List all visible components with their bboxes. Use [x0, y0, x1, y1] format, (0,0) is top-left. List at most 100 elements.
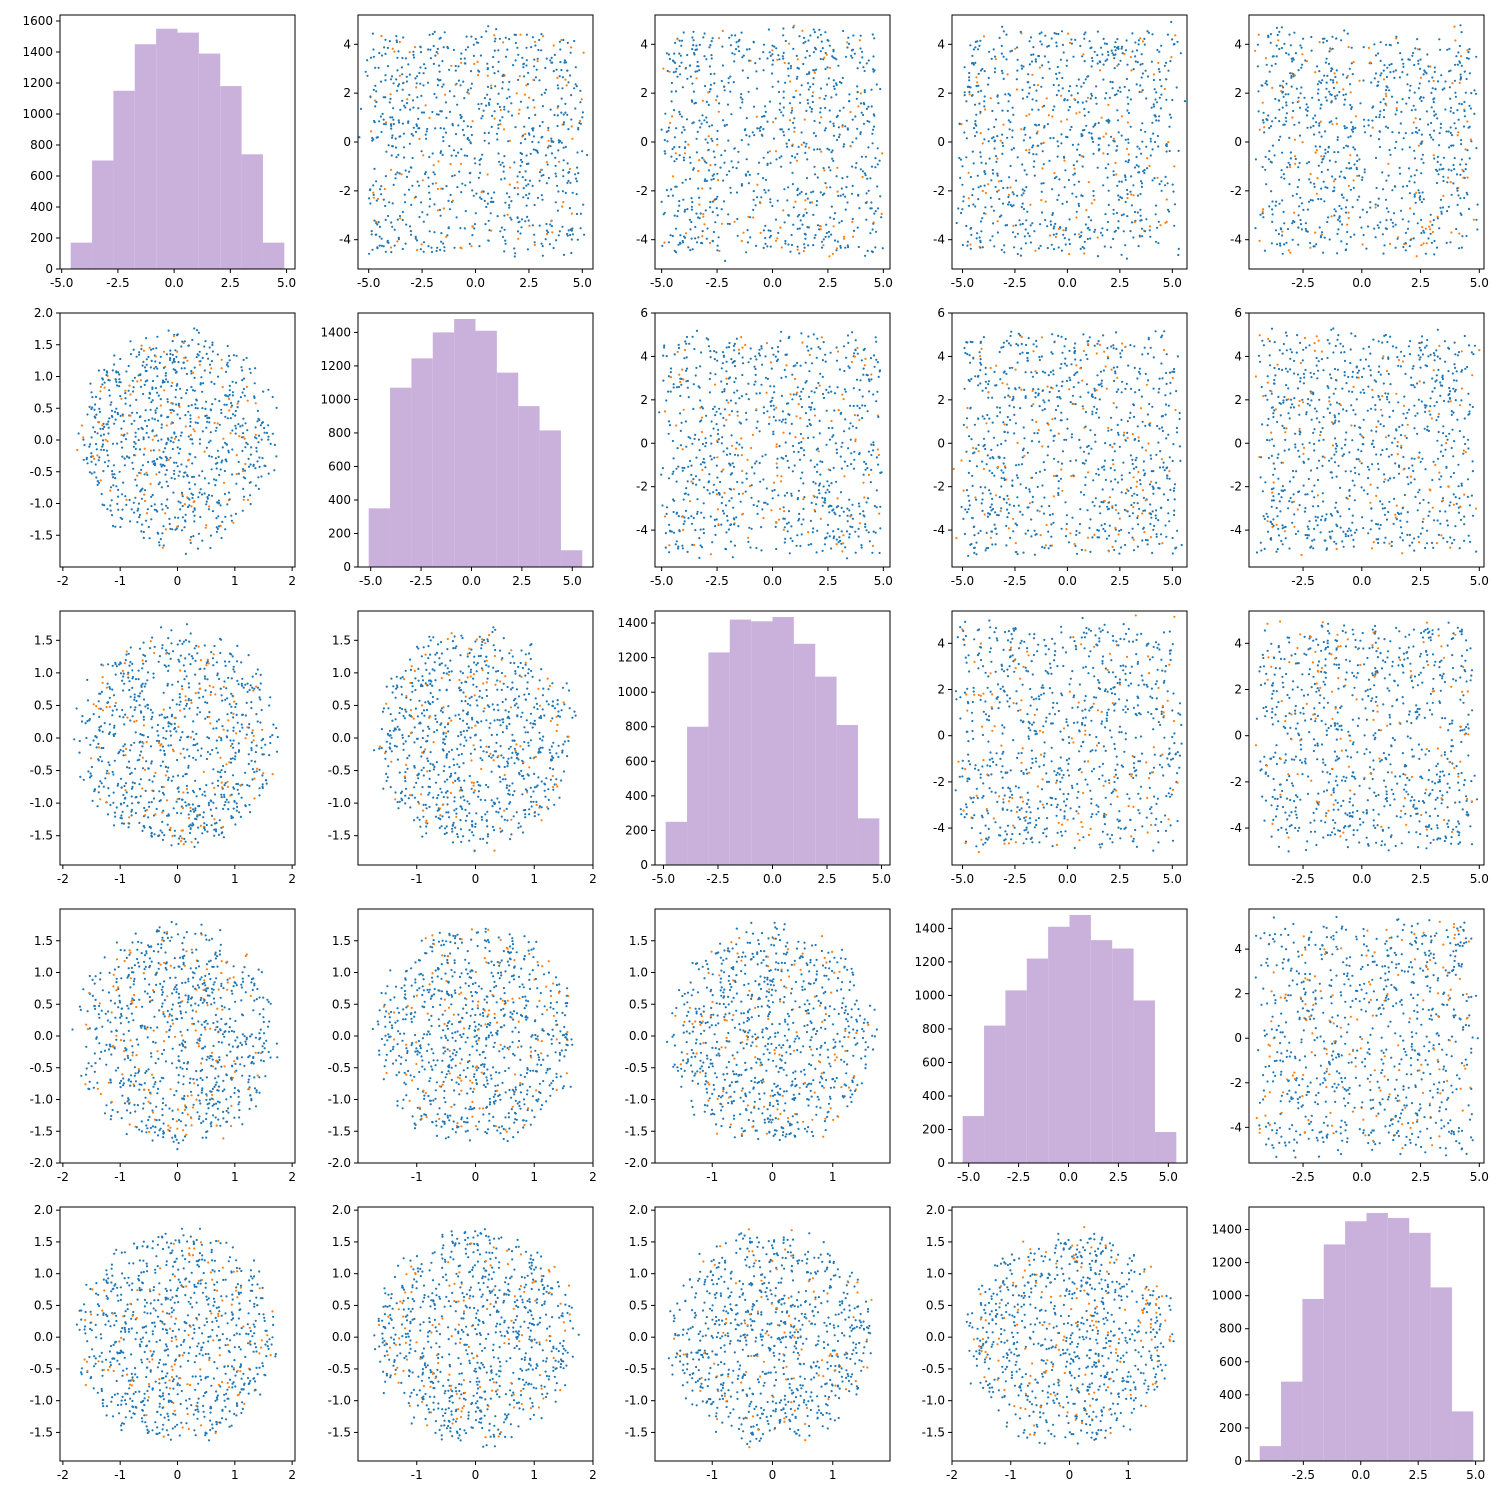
scatter-point: [1288, 163, 1291, 166]
scatter-point: [1012, 193, 1015, 196]
scatter-point: [388, 101, 391, 104]
histogram-bar: [432, 332, 455, 567]
scatter-point: [787, 214, 790, 217]
scatter-point: [1123, 174, 1127, 177]
scatter-point: [1263, 126, 1266, 129]
scatter-point: [155, 473, 158, 476]
scatter-point: [1452, 182, 1455, 185]
scatter-point: [380, 34, 383, 38]
scatter-point: [1358, 174, 1361, 177]
scatter-point: [1280, 46, 1283, 50]
scatter-point: [82, 438, 85, 441]
scatter-point: [110, 409, 114, 412]
scatter-point: [778, 58, 781, 61]
scatter-point: [980, 161, 983, 164]
scatter-point: [803, 118, 806, 121]
scatter-point: [516, 216, 519, 220]
scatter-point: [387, 214, 390, 218]
scatter-point: [1287, 53, 1290, 56]
scatter-point: [563, 61, 566, 64]
y-tick-label: 1400: [22, 45, 53, 59]
scatter-point: [156, 335, 159, 338]
scatter-point: [174, 371, 177, 374]
scatter-point: [832, 124, 835, 128]
scatter-point: [742, 362, 745, 365]
scatter-point: [813, 165, 816, 168]
scatter-point: [156, 510, 159, 513]
scatter-point: [695, 212, 698, 215]
scatter-point: [1452, 144, 1455, 147]
scatter-point: [709, 434, 712, 437]
x-tick-label: -2.5: [106, 276, 129, 290]
scatter-point: [1342, 73, 1345, 76]
scatter-point: [179, 447, 182, 450]
scatter-point: [366, 74, 369, 77]
scatter-point: [787, 67, 790, 70]
scatter-point: [137, 507, 140, 510]
scatter-point: [241, 369, 244, 372]
scatter-point: [202, 382, 205, 385]
scatter-point: [239, 396, 242, 399]
scatter-point: [189, 425, 192, 428]
scatter-point: [167, 438, 170, 441]
scatter-point: [780, 246, 783, 249]
scatter-point: [1307, 200, 1311, 203]
scatter-point: [179, 434, 182, 437]
scatter-point: [1395, 107, 1398, 110]
scatter-point: [1367, 124, 1370, 127]
scatter-point: [774, 239, 778, 242]
scatter-point: [409, 230, 412, 233]
scatter-point: [976, 174, 979, 177]
scatter-point: [1274, 204, 1277, 207]
scatter-point: [177, 402, 180, 405]
scatter-point: [720, 79, 723, 83]
scatter-point: [98, 407, 101, 410]
scatter-point: [511, 64, 515, 67]
scatter-point: [1456, 203, 1459, 206]
scatter-point: [394, 146, 398, 149]
scatter-point: [802, 62, 805, 66]
scatter-point: [1350, 121, 1353, 124]
scatter-point: [1281, 252, 1284, 255]
scatter-point: [431, 152, 434, 155]
scatter-point: [697, 216, 700, 219]
scatter-point: [799, 364, 802, 367]
scatter-point: [1309, 181, 1312, 184]
scatter-point: [772, 59, 775, 62]
scatter-point: [383, 46, 386, 49]
scatter-point: [134, 431, 137, 434]
scatter-point: [1456, 187, 1459, 190]
scatter-point: [821, 496, 824, 499]
scatter-point: [792, 121, 795, 124]
histogram-bar: [518, 406, 540, 567]
scatter-point: [570, 94, 573, 97]
scatter-point: [796, 189, 799, 192]
scatter-points: [660, 24, 884, 262]
scatter-point: [1130, 175, 1133, 178]
scatter-point: [1454, 127, 1457, 130]
scatter-point: [854, 166, 857, 169]
scatter-point: [1058, 178, 1061, 181]
scatter-point: [1090, 94, 1094, 97]
scatter-point: [1111, 87, 1114, 90]
scatter-point: [1440, 74, 1443, 77]
scatter-point: [171, 340, 174, 343]
scatter-point: [1271, 55, 1274, 58]
scatter-point: [527, 71, 530, 74]
scatter-point: [545, 182, 549, 185]
scatter-point: [173, 472, 176, 475]
scatter-point: [497, 70, 500, 73]
scatter-point: [150, 518, 153, 521]
scatter-point: [402, 146, 406, 149]
axis-frame: [357, 312, 594, 568]
scatter-point: [1105, 119, 1108, 122]
scatter-point: [386, 46, 389, 50]
scatter-point: [138, 416, 141, 419]
scatter-point: [165, 353, 169, 356]
scatter-point: [731, 52, 734, 55]
scatter-point: [435, 113, 438, 116]
scatter-point: [683, 516, 686, 519]
scatter-point: [422, 250, 425, 253]
scatter-point: [1044, 218, 1047, 222]
scatter-point: [146, 508, 149, 511]
